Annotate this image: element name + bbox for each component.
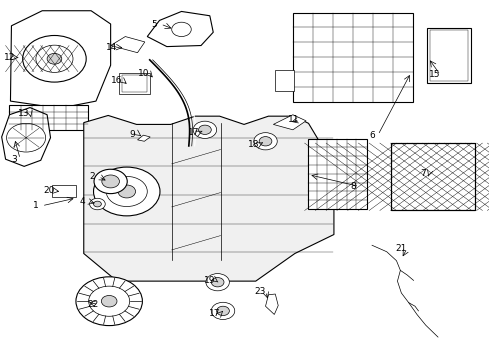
Circle shape [102,175,120,188]
Text: 22: 22 [87,300,98,309]
Bar [391,143,475,211]
Circle shape [94,169,127,194]
Circle shape [193,121,217,138]
Text: 17: 17 [209,309,221,318]
Bar [122,75,147,92]
Polygon shape [84,116,334,281]
Circle shape [211,302,235,319]
Circle shape [118,185,136,198]
Text: 21: 21 [395,244,407,253]
Bar [308,139,367,210]
Circle shape [94,167,160,216]
Circle shape [211,278,224,287]
Bar [275,69,294,91]
Polygon shape [147,12,213,46]
Text: 7: 7 [420,169,426,178]
Bar [427,28,471,83]
Text: 17: 17 [188,128,199,137]
Text: 23: 23 [254,287,266,296]
Circle shape [36,45,73,72]
Text: 12: 12 [4,53,15,62]
Text: 14: 14 [106,43,118,52]
Circle shape [172,22,191,37]
Circle shape [259,136,272,146]
Circle shape [23,36,86,82]
Polygon shape [1,108,50,166]
Bar [293,13,413,102]
Circle shape [6,123,46,152]
Text: 5: 5 [152,19,157,28]
Bar [430,30,468,81]
Circle shape [94,201,101,207]
Text: 10: 10 [138,69,149,78]
Circle shape [90,198,105,210]
Text: 18: 18 [248,140,260,149]
Text: 20: 20 [43,186,54,195]
Circle shape [106,176,147,207]
Text: 11: 11 [288,115,299,124]
Circle shape [217,306,229,316]
Text: 8: 8 [351,182,356,191]
Circle shape [101,296,117,307]
Text: 6: 6 [369,131,375,140]
Bar [120,73,150,94]
Text: 1: 1 [33,201,39,210]
Polygon shape [266,294,278,315]
Text: 4: 4 [80,197,86,206]
Text: 3: 3 [11,155,17,164]
Circle shape [198,125,211,134]
Text: 13: 13 [19,109,30,118]
Polygon shape [10,11,111,108]
Text: 2: 2 [90,172,96,181]
Circle shape [206,274,229,291]
Polygon shape [138,135,150,141]
Circle shape [76,277,143,325]
Circle shape [254,133,277,150]
Bar [9,105,88,130]
Circle shape [89,286,130,316]
Bar [391,143,475,211]
Polygon shape [111,37,145,53]
Bar [51,185,76,197]
Text: 19: 19 [204,276,216,285]
Text: 15: 15 [429,71,441,80]
Text: 9: 9 [130,130,136,139]
Polygon shape [273,115,306,130]
Circle shape [47,53,62,64]
Text: 16: 16 [111,76,122,85]
